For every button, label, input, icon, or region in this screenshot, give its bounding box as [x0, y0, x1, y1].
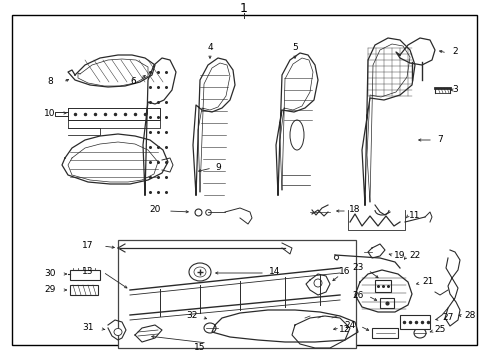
Text: 5: 5	[291, 44, 297, 53]
Text: 19: 19	[393, 251, 405, 260]
Text: 30: 30	[44, 270, 56, 279]
Text: 21: 21	[422, 278, 433, 287]
Bar	[399, 315, 429, 329]
Text: 31: 31	[82, 324, 94, 333]
Text: 11: 11	[408, 211, 420, 220]
Text: 6: 6	[130, 77, 136, 86]
Text: 28: 28	[464, 310, 475, 320]
Text: 1: 1	[240, 1, 247, 14]
Text: 3: 3	[451, 85, 457, 94]
Text: 29: 29	[44, 285, 56, 294]
Text: 10: 10	[44, 108, 56, 117]
Ellipse shape	[114, 328, 122, 336]
Text: 2: 2	[451, 48, 457, 57]
Text: 12: 12	[339, 325, 350, 334]
Text: 26: 26	[351, 291, 363, 300]
Text: 25: 25	[433, 325, 445, 334]
Text: 4: 4	[207, 44, 212, 53]
Text: 7: 7	[436, 135, 442, 144]
Ellipse shape	[203, 323, 216, 333]
Text: 24: 24	[344, 320, 355, 329]
Bar	[70, 285, 98, 295]
Text: 20: 20	[149, 206, 161, 215]
Bar	[371, 328, 397, 338]
Text: 32: 32	[186, 310, 197, 320]
Ellipse shape	[194, 267, 205, 277]
Text: 13: 13	[82, 267, 94, 276]
Text: 17: 17	[82, 240, 94, 249]
Bar	[379, 298, 393, 308]
Ellipse shape	[189, 263, 210, 281]
Bar	[118, 240, 355, 348]
Text: 22: 22	[408, 251, 420, 260]
Text: 15: 15	[194, 343, 205, 352]
Ellipse shape	[313, 279, 321, 287]
Bar	[70, 270, 100, 280]
Text: 27: 27	[442, 314, 453, 323]
Ellipse shape	[413, 328, 425, 338]
Text: 8: 8	[47, 77, 53, 86]
Text: 16: 16	[339, 267, 350, 276]
Text: 23: 23	[351, 264, 363, 273]
Bar	[374, 280, 390, 292]
Ellipse shape	[289, 120, 304, 150]
Text: 18: 18	[348, 206, 360, 215]
Text: 9: 9	[215, 162, 221, 171]
Text: 14: 14	[269, 267, 280, 276]
